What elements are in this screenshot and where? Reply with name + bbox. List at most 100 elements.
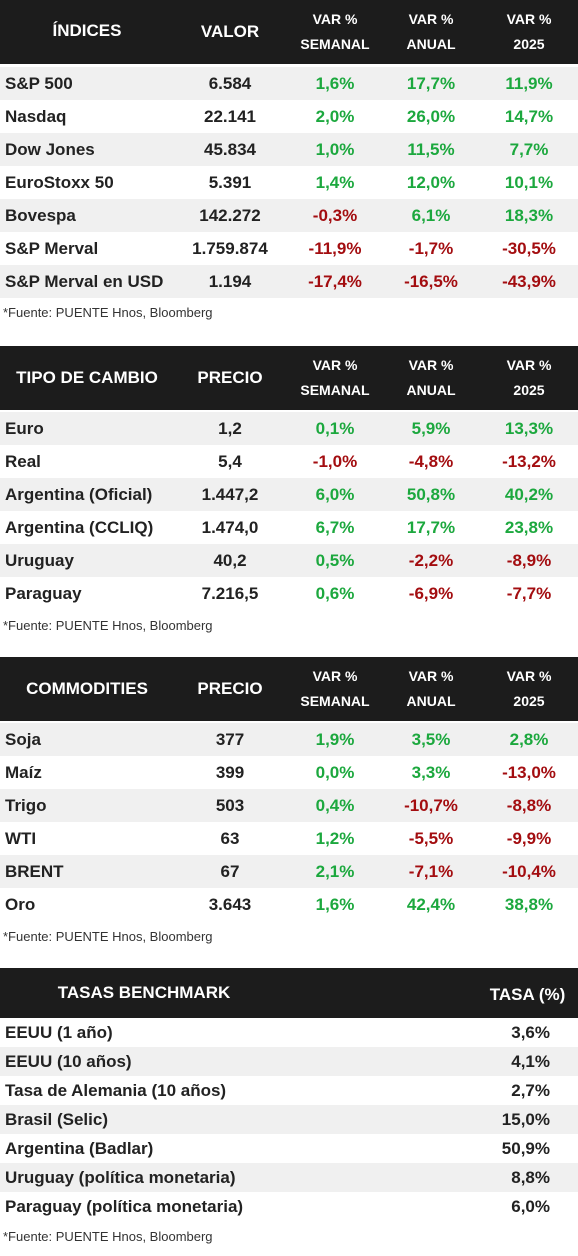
ytd-change: 18,3% (504, 206, 554, 225)
table-row: BRENT 67 2,1% -7,1% -10,4% (0, 855, 578, 888)
annual-change: 3,5% (411, 730, 451, 749)
weekly-change: 1,9% (315, 730, 355, 749)
weekly-change: -17,4% (308, 272, 362, 291)
annual-change: -6,9% (408, 584, 454, 603)
row-value: 40,2 (213, 551, 247, 570)
row-value: 1,2 (218, 419, 242, 438)
table-row: EuroStoxx 50 5.391 1,4% 12,0% 10,1% (0, 166, 578, 199)
ytd-change: -43,9% (502, 272, 556, 291)
ytd-change: 38,8% (504, 895, 554, 914)
weekly-change: -11,9% (308, 239, 362, 258)
row-label: Maíz (5, 763, 42, 782)
rate-value: 6,0% (511, 1197, 550, 1216)
ytd-change: 10,1% (504, 173, 554, 192)
column-header: PRECIO (197, 679, 263, 698)
column-header: 2025 (513, 382, 545, 398)
weekly-change: 0,1% (315, 419, 355, 438)
annual-change: -7,1% (408, 862, 454, 881)
benchmark-rates-table: TASAS BENCHMARK TASA (%) EEUU (1 año) 3,6… (0, 968, 578, 1244)
weekly-change: -1,0% (312, 452, 358, 471)
weekly-change: 0,4% (315, 796, 355, 815)
column-header: SEMANAL (300, 382, 370, 398)
annual-change: -16,5% (404, 272, 458, 291)
column-header: VAR % (408, 668, 454, 684)
weekly-change: 1,6% (315, 895, 355, 914)
weekly-change: 6,7% (315, 518, 355, 537)
row-label: Argentina (CCLIQ) (5, 518, 154, 537)
row-value: 1.447,2 (201, 485, 259, 504)
ytd-change: 2,8% (509, 730, 549, 749)
table-row: EEUU (1 año) 3,6% (0, 1018, 578, 1047)
annual-change: 42,4% (406, 895, 456, 914)
weekly-change: 0,0% (315, 763, 355, 782)
row-value: 22.141 (204, 107, 256, 126)
table-row: Dow Jones 45.834 1,0% 11,5% 7,7% (0, 133, 578, 166)
row-label: Uruguay (política monetaria) (5, 1168, 236, 1187)
ytd-change: -13,0% (502, 763, 556, 782)
row-label: Paraguay (política monetaria) (5, 1197, 244, 1216)
column-header: TIPO DE CAMBIO (16, 368, 158, 387)
annual-change: 11,5% (407, 140, 455, 159)
rate-value: 8,8% (511, 1168, 550, 1187)
row-value: 45.834 (204, 140, 256, 159)
ytd-change: -9,9% (506, 829, 552, 848)
annual-change: -10,7% (404, 796, 458, 815)
annual-change: -2,2% (408, 551, 454, 570)
row-value: 377 (215, 730, 245, 749)
ytd-change: 11,9% (505, 74, 553, 93)
row-value: 1.194 (208, 272, 252, 291)
row-value: 142.272 (199, 206, 261, 225)
annual-change: 5,9% (411, 419, 451, 438)
weekly-change: -0,3% (312, 206, 358, 225)
row-label: Real (5, 452, 41, 471)
column-header: VAR % (312, 668, 358, 684)
table-row: Paraguay 7.216,5 0,6% -6,9% -7,7% (0, 577, 578, 610)
row-value: 1.759.874 (192, 239, 268, 258)
row-value: 1.474,0 (201, 518, 259, 537)
annual-change: 17,7% (406, 74, 456, 93)
row-label: Paraguay (5, 584, 82, 603)
table-row: Euro 1,2 0,1% 5,9% 13,3% (0, 412, 578, 445)
table-row: Real 5,4 -1,0% -4,8% -13,2% (0, 445, 578, 478)
weekly-change: 1,2% (315, 829, 355, 848)
source-note: *Fuente: PUENTE Hnos, Bloomberg (3, 305, 213, 320)
row-value: 67 (220, 862, 240, 881)
table-row: Argentina (Badlar) 50,9% (0, 1134, 578, 1163)
weekly-change: 0,5% (315, 551, 355, 570)
weekly-change: 1,6% (315, 74, 355, 93)
column-header: PRECIO (197, 368, 263, 387)
table-body: EEUU (1 año) 3,6% EEUU (10 años) 4,1% Tasa… (0, 1018, 578, 1221)
annual-change: 12,0% (406, 173, 456, 192)
row-value: 3.643 (208, 895, 252, 914)
rate-value: 2,7% (511, 1081, 550, 1100)
column-header: TASA (%) (489, 985, 566, 1004)
table-row: Paraguay (política monetaria) 6,0% (0, 1192, 578, 1221)
column-header: ÍNDICES (52, 21, 122, 40)
column-header: SEMANAL (300, 36, 370, 52)
row-label: Tasa de Alemania (10 años) (5, 1081, 227, 1100)
column-header: VAR % (506, 668, 552, 684)
ytd-change: -13,2% (502, 452, 556, 471)
row-label: Nasdaq (5, 107, 67, 126)
ytd-change: -30,5% (502, 239, 556, 258)
weekly-change: 1,0% (315, 140, 355, 159)
table-row: Argentina (Oficial) 1.447,2 6,0% 50,8% 40,2% (0, 478, 578, 511)
ytd-change: 7,7% (509, 140, 549, 159)
column-header: VAR % (312, 11, 358, 27)
table-row: S&P 500 6.584 1,6% 17,7% 11,9% (0, 67, 578, 100)
rate-value: 3,6% (511, 1023, 550, 1042)
table-row: Oro 3.643 1,6% 42,4% 38,8% (0, 888, 578, 921)
column-header: 2025 (513, 36, 545, 52)
ytd-change: -7,7% (506, 584, 552, 603)
row-value: 503 (215, 796, 245, 815)
column-header: TASAS BENCHMARK (57, 983, 231, 1002)
weekly-change: 0,6% (315, 584, 355, 603)
table-row: Maíz 399 0,0% 3,3% -13,0% (0, 756, 578, 789)
ytd-change: 14,7% (504, 107, 554, 126)
column-header: VAR % (312, 357, 358, 373)
row-label: Uruguay (5, 551, 74, 570)
table-body: Soja 377 1,9% 3,5% 2,8% Maíz 399 0,0% 3,3% -13,0… (0, 723, 578, 921)
row-value: 6.584 (208, 74, 252, 93)
ytd-change: 13,3% (504, 419, 554, 438)
column-header: VAR % (408, 357, 454, 373)
